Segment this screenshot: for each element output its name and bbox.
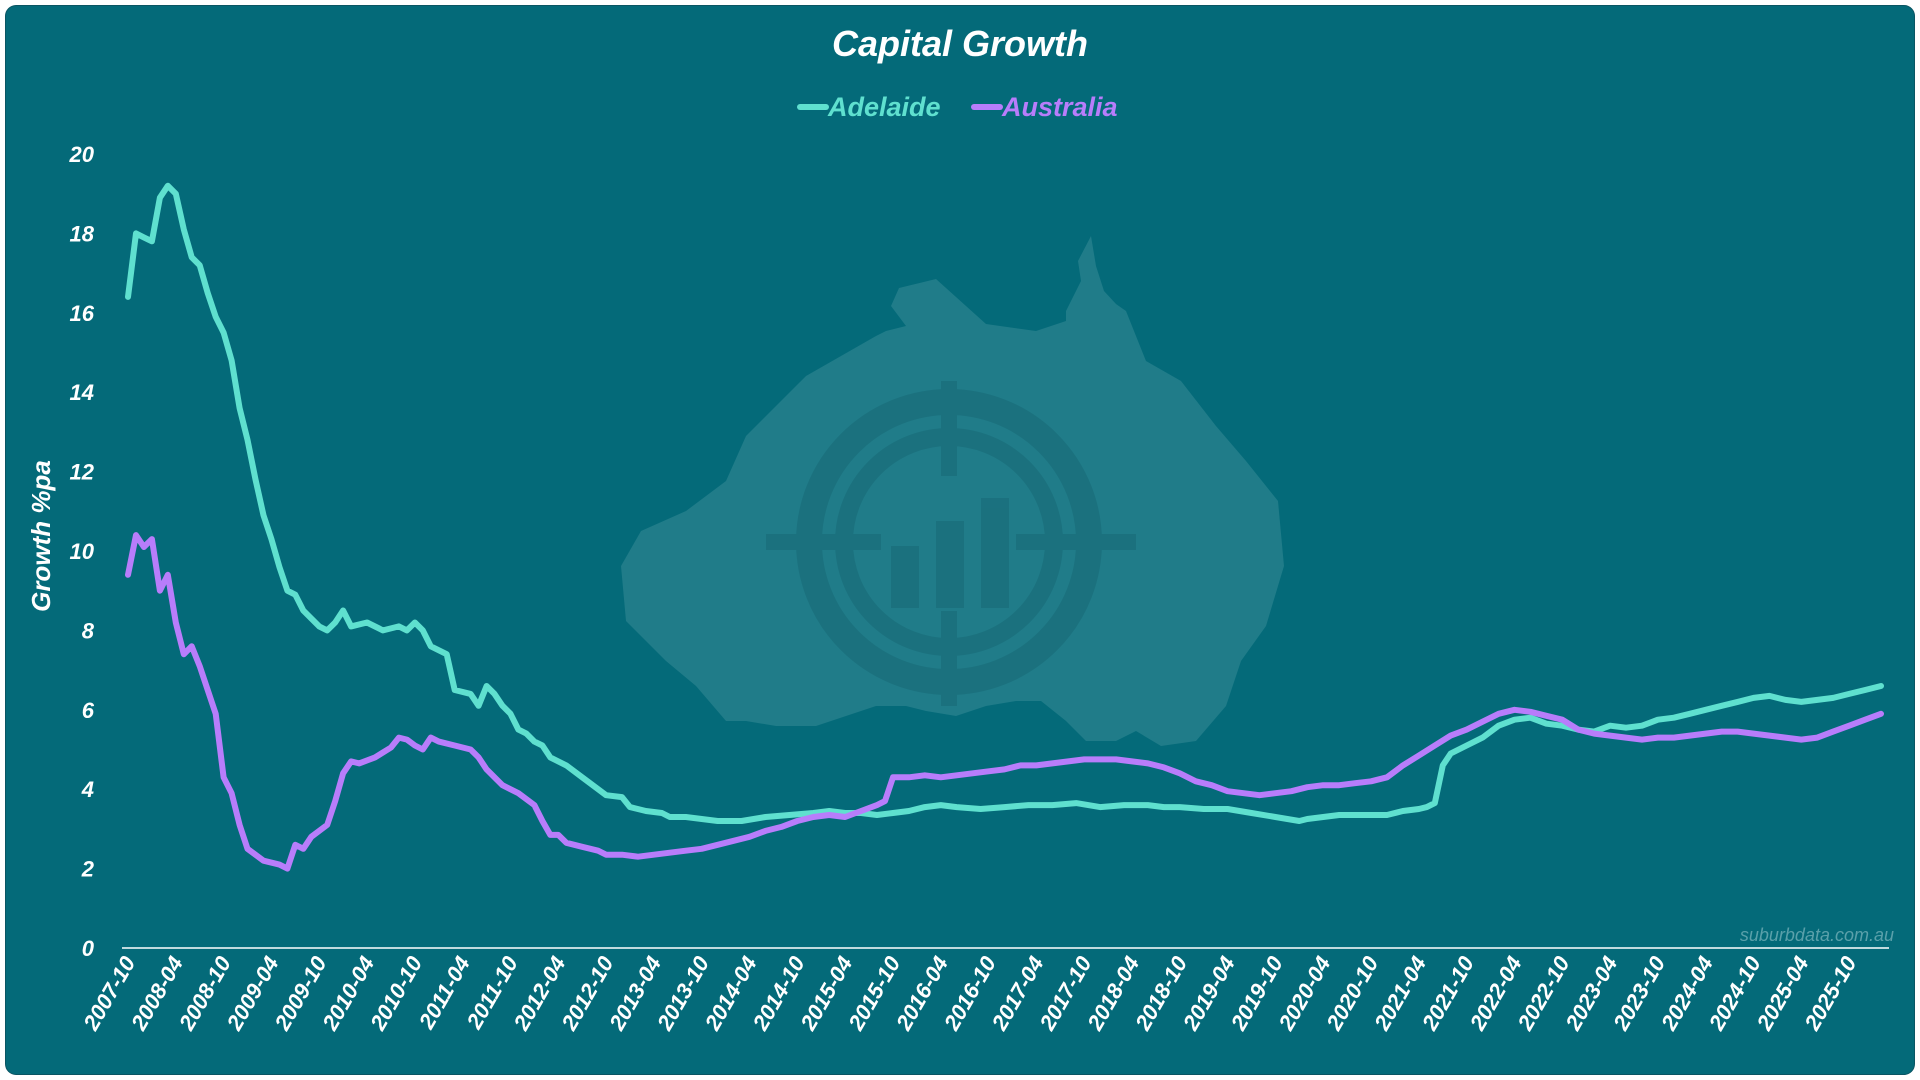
bars-logo-icon [891,498,1009,608]
x-axis-ticks: 2007-102008-042008-102009-042009-102010-… [78,951,1862,1035]
chart-svg: Capital Growth Adelaide Australia Growth… [26,23,1894,1035]
series-lines [125,182,1884,872]
series-line-adelaide [125,182,1884,824]
watermark-logo [621,236,1284,746]
y-axis-label: Growth %pa [26,460,56,612]
y-axis-ticks: 0 2 4 6 8 10 12 14 16 18 20 [69,142,95,961]
y-tick-label: 16 [70,301,95,326]
y-tick-label: 0 [82,936,95,961]
y-tick-label: 2 [81,857,95,882]
y-tick-label: 14 [70,380,94,405]
australia-map-icon [621,236,1284,746]
chart-frame: Capital Growth Adelaide Australia Growth… [6,6,1914,1074]
legend: Adelaide Australia [797,92,1118,122]
series-line-australia [125,532,1884,872]
y-tick-label: 18 [70,221,95,246]
y-tick-label: 10 [70,539,95,564]
y-tick-label: 4 [81,777,94,802]
y-tick-label: 12 [70,460,95,485]
watermark-url: suburbdata.com.au [1740,925,1894,945]
y-tick-label: 6 [82,698,95,723]
y-tick-label: 20 [69,142,95,167]
legend-label-australia: Australia [1001,92,1118,122]
y-tick-label: 8 [82,618,95,643]
chart-title: Capital Growth [832,23,1088,64]
legend-label-adelaide: Adelaide [827,92,941,122]
target-logo-icon [766,381,1136,706]
